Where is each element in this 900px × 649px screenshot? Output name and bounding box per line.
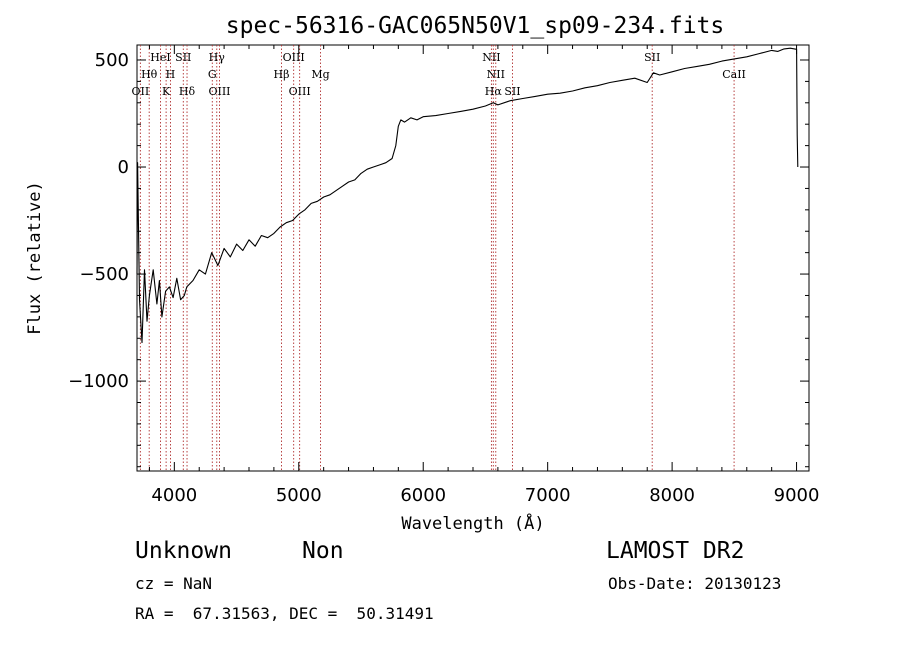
x-tick-label: 8000 [649, 485, 695, 506]
line-marker-label: H [166, 68, 176, 81]
survey-label: LAMOST DR2 [606, 538, 745, 564]
line-marker-label: Hα [485, 85, 503, 98]
line-marker-label: Hθ [141, 68, 158, 81]
obs-date-label: Obs-Date: 20130123 [608, 574, 782, 593]
x-tick-label: 9000 [774, 485, 820, 506]
y-tick-label: 0 [118, 157, 129, 178]
y-tick-label: 500 [95, 50, 129, 71]
line-marker-label: OIII [208, 85, 230, 98]
y-tick-label: −500 [80, 264, 129, 285]
line-marker-label: OII [132, 85, 150, 98]
line-marker-label: NII [487, 68, 505, 81]
x-tick-label: 7000 [525, 485, 571, 506]
line-marker-label: K [162, 85, 171, 98]
line-marker-label: Hγ [209, 51, 226, 64]
line-marker-label: Hβ [274, 68, 290, 81]
line-marker-label: Hδ [179, 85, 196, 98]
y-tick-label: −1000 [68, 371, 129, 392]
class-label: Unknown [135, 538, 232, 564]
spectrum-line [136, 47, 799, 344]
line-marker-label: SII [175, 51, 191, 64]
line-marker-label: SII [504, 85, 520, 98]
x-tick-label: 5000 [276, 485, 322, 506]
line-marker-label: OIII [289, 85, 311, 98]
x-axis-label: Wavelength (Å) [401, 512, 544, 534]
line-marker-label: SII [644, 51, 660, 64]
y-axis-label: Flux (relative) [25, 181, 45, 335]
line-marker-label: CaII [722, 68, 746, 81]
line-marker-label: Mg [311, 68, 329, 81]
coordinates-label: RA = 67.31563, DEC = 50.31491 [135, 604, 434, 623]
chart-title: spec-56316-GAC065N50V1_sp09-234.fits [226, 13, 725, 39]
line-marker-label: OIII [283, 51, 305, 64]
x-tick-label: 6000 [400, 485, 446, 506]
subclass-label: Non [302, 538, 344, 564]
line-marker-label: G [208, 68, 217, 81]
redshift-label: cz = NaN [135, 574, 213, 593]
x-tick-label: 4000 [151, 485, 197, 506]
line-marker-label: NII [482, 51, 500, 64]
line-marker-label: HeI [150, 51, 170, 64]
